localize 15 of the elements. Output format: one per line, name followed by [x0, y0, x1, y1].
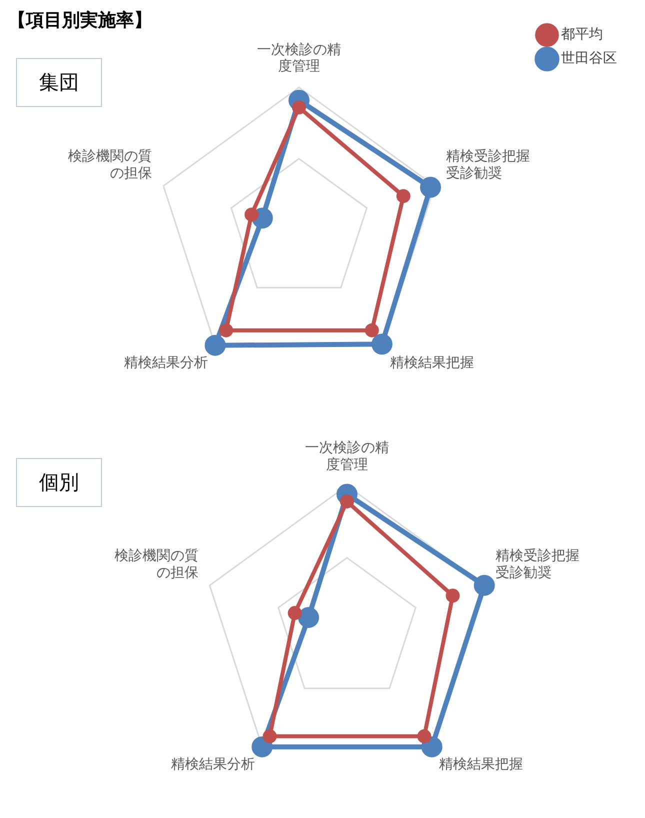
spoke-label: 検診機関の質の担保 [114, 548, 198, 581]
spoke-label: 精検結果把握 [390, 355, 474, 372]
spoke-label: 検診機関の質の担保 [68, 148, 152, 182]
legend-label: 世田谷区 [561, 50, 617, 67]
spoke-label: 精検結果分析 [171, 756, 256, 773]
spoke-label: 精検結果分析 [124, 355, 208, 372]
spoke-label: 一次検診の精度管理 [305, 440, 389, 473]
spoke-label: 精検受診把握受診勧奨 [496, 548, 580, 581]
chart-title: 【項目別実施率】 [8, 9, 152, 31]
spoke-label: 精検結果把握 [438, 756, 523, 773]
spoke-label: 精検受診把握受診勧奨 [446, 148, 530, 182]
text: 個別 [16, 458, 102, 507]
legend-label: 都平均 [561, 26, 603, 43]
spoke-label: 一次検診の精度管理 [257, 42, 341, 75]
text: 集団 [16, 58, 102, 107]
